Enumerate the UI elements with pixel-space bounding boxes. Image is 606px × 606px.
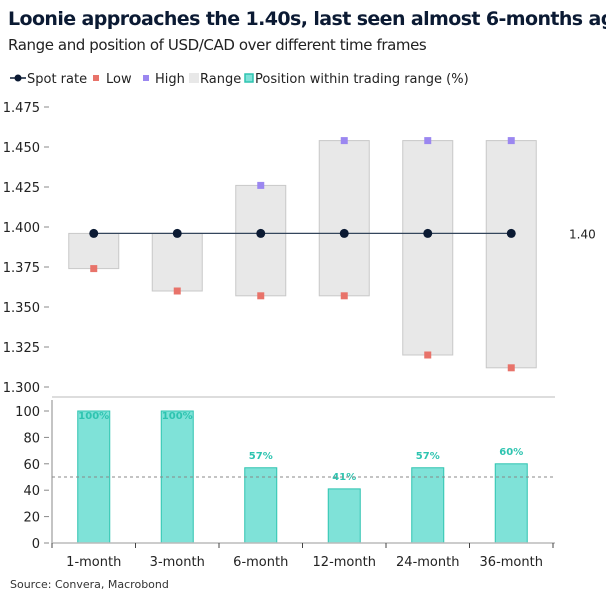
y-tick-label-bottom: 0 [32,537,40,552]
legend-range-marker [189,73,199,83]
legend-position-label: Position within trading range (%) [255,72,469,87]
y-tick-label-top: 1.450 [3,141,40,156]
spot-marker-6-month [256,228,266,238]
x-tick-label: 3-month [150,555,205,570]
range-bar-6-month [235,184,287,297]
low-marker-36-month [507,364,515,372]
range-bar-1-month [68,232,120,270]
data-label-6-month: 57% [249,451,273,462]
spot-marker-1-month [89,228,99,238]
chart-title: Loonie approaches the 1.40s, last seen a… [8,8,606,30]
position-bar-6-month [244,467,278,544]
chart-subtitle: Range and position of USD/CAD over diffe… [8,36,427,54]
high-marker-12-month [340,137,348,145]
legend-low-label: Low [106,72,132,87]
legend-position-marker [244,73,254,83]
position-bar-36-month [494,463,528,544]
range-bar-36-month [485,140,537,369]
range-bar-12-month [318,140,370,297]
data-label-24-month: 57% [416,451,440,462]
legend-range-label: Range [200,72,241,87]
position-bar-24-month [411,467,445,544]
low-marker-12-month [340,292,348,300]
y-tick-label-top: 1.425 [3,181,40,196]
legend-high-marker [143,75,149,81]
y-tick-label-top: 1.375 [3,261,40,276]
low-marker-1-month [90,265,98,273]
y-tick-label-top: 1.400 [3,221,40,236]
spot-marker-24-month [423,228,433,238]
x-tick-label: 1-month [66,555,121,570]
y-tick-label-bottom: 40 [23,484,40,499]
y-tick-label-top: 1.350 [3,301,40,316]
data-label-1-month: 100% [78,411,109,422]
data-label-3-month: 100% [162,411,193,422]
source-note: Source: Convera, Macrobond [10,578,169,591]
y-tick-label-bottom: 80 [23,431,40,446]
y-tick-label-top: 1.300 [3,381,40,396]
high-marker-6-month [257,181,265,189]
low-marker-24-month [424,351,432,359]
high-marker-24-month [424,137,432,145]
range-bar-3-month [151,232,203,292]
data-label-36-month: 60% [499,447,523,458]
y-tick-label-top: 1.475 [3,101,40,116]
y-tick-label-bottom: 60 [23,458,40,473]
spot-marker-3-month [172,228,182,238]
spot-rate-label: 1.40 [569,227,596,241]
low-marker-3-month [173,287,181,295]
x-tick-label: 12-month [313,555,376,570]
position-bar-12-month [327,488,361,544]
legend-spot-label: Spot rate [27,72,87,87]
x-tick-label: 6-month [233,555,288,570]
high-marker-36-month [507,137,515,145]
low-marker-6-month [257,292,265,300]
y-tick-label-top: 1.325 [3,341,40,356]
y-tick-label-bottom: 20 [23,511,40,526]
legend-spot-marker [14,74,22,82]
y-tick-label-bottom: 100 [15,405,40,420]
legend-low-marker [93,75,99,81]
spot-marker-12-month [339,228,349,238]
x-tick-label: 36-month [480,555,543,570]
data-label-12-month: 41% [332,472,356,483]
legend-high-label: High [155,72,185,87]
spot-marker-36-month [506,228,516,238]
x-tick-label: 24-month [396,555,459,570]
range-bar-24-month [402,140,454,356]
